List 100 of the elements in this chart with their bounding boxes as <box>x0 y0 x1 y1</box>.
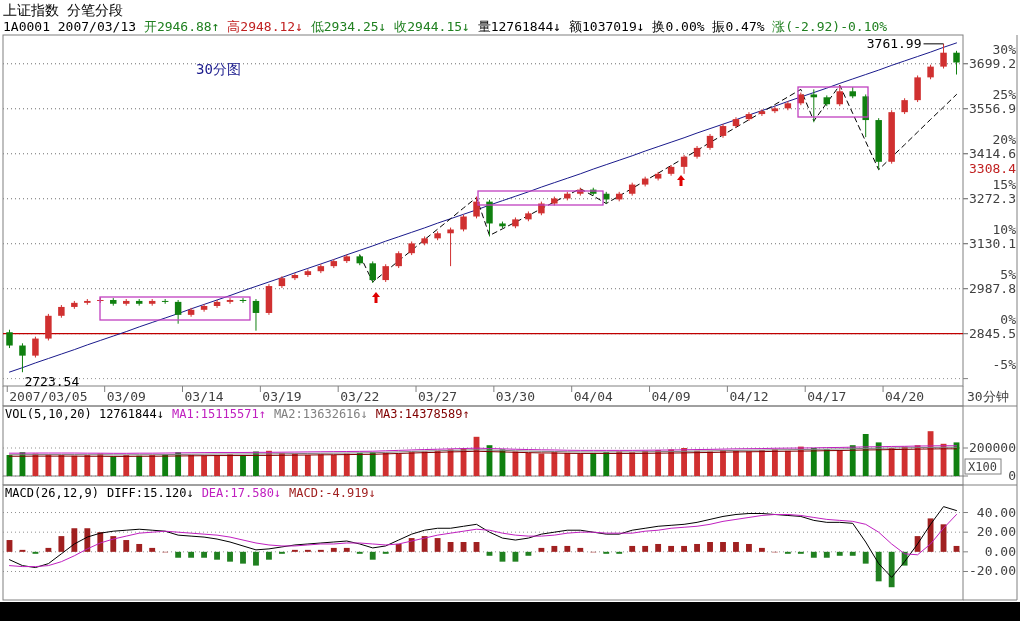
y-axis-title: X100 <box>968 460 997 474</box>
text: MA2:13632616↓ <box>273 407 368 421</box>
candlestick <box>953 50 960 76</box>
y-tick-label: 0 <box>1008 468 1016 483</box>
bar <box>875 551 882 582</box>
bar <box>694 450 700 476</box>
bar <box>564 452 571 476</box>
text: MACD:-4.919↓ <box>289 486 376 500</box>
x-tick-label: 04/17 <box>807 389 847 404</box>
bar <box>836 551 843 556</box>
bar <box>136 455 143 476</box>
y-tick-label: 2845.5 <box>969 325 1016 341</box>
y2-tick-label: 30% <box>992 41 1017 57</box>
bar <box>875 442 882 476</box>
bar <box>343 453 350 476</box>
bar <box>136 543 143 552</box>
bar <box>369 452 376 476</box>
bar <box>421 536 428 552</box>
bar <box>694 543 700 552</box>
bar <box>279 452 285 476</box>
bar <box>888 448 895 476</box>
bar <box>58 455 65 476</box>
candlestick <box>940 43 947 70</box>
bar <box>227 454 233 476</box>
bar <box>707 451 713 476</box>
bar <box>214 551 220 560</box>
candlestick <box>486 199 493 237</box>
bar <box>642 545 649 552</box>
candlestick <box>447 227 454 267</box>
bar <box>382 452 389 476</box>
bar <box>149 547 156 552</box>
bar <box>655 543 662 552</box>
bar <box>823 551 830 558</box>
bar <box>149 455 156 476</box>
x-tick-label: 03/09 <box>106 389 146 404</box>
bar <box>564 545 571 552</box>
y2-tick-label: 5% <box>1000 266 1017 282</box>
bar <box>123 540 130 552</box>
annotation: 30分图 <box>196 61 241 77</box>
bar <box>408 452 415 476</box>
bar <box>110 536 117 552</box>
bar <box>317 454 324 476</box>
bar <box>862 551 869 564</box>
bar <box>71 455 78 476</box>
bar <box>240 455 246 476</box>
bar <box>123 455 130 476</box>
y-tick-label: 2987.8 <box>969 280 1016 296</box>
bar <box>343 547 350 552</box>
y-tick-label: 3130.1 <box>969 235 1016 251</box>
candlestick <box>45 313 52 341</box>
bar <box>369 551 376 560</box>
bar <box>823 449 830 476</box>
bar <box>253 551 259 566</box>
x-tick-label: 2007/03/05 <box>9 389 88 404</box>
bar <box>395 543 402 552</box>
bar <box>668 545 675 552</box>
bar <box>240 551 246 564</box>
bar <box>707 542 713 552</box>
bar <box>577 453 584 476</box>
candlestick <box>836 84 843 107</box>
y-tick-label: 3556.9 <box>969 100 1016 116</box>
bar <box>188 551 195 558</box>
candlestick <box>32 336 39 359</box>
candlestick <box>200 303 208 313</box>
bar <box>590 452 597 476</box>
y-tick-label: 40.00 <box>976 504 1016 520</box>
text: DIFF:15.120↓ <box>106 486 194 500</box>
bar <box>214 455 220 476</box>
bar <box>304 455 311 476</box>
candlestick <box>252 298 260 332</box>
bar <box>266 551 272 560</box>
candlestick <box>771 105 779 114</box>
candlestick <box>226 297 234 305</box>
x-tick-label: 04/09 <box>651 389 691 404</box>
y-tick-label: 3414.6 <box>969 145 1016 161</box>
chart-title: VOL(5,10,20) 12761844↓ <box>5 407 164 421</box>
text: DEA:17.580↓ <box>201 486 282 500</box>
bar <box>759 450 765 476</box>
x-tick-label: 04/12 <box>729 389 769 404</box>
y-tick-label: 0.00 <box>984 543 1016 559</box>
y2-tick-label: 10% <box>992 221 1017 237</box>
bar <box>201 551 207 558</box>
y-tick-label: 3699.2 <box>969 55 1016 71</box>
y-tick-label: 3272.3 <box>969 190 1016 206</box>
bar <box>681 545 687 552</box>
x-axis-title: 30分钟 <box>967 389 1009 404</box>
text: MA1:15115571↑ <box>171 407 266 421</box>
bar <box>45 547 52 552</box>
y-tick-label: 20.00 <box>976 524 1016 540</box>
candlestick <box>6 329 13 349</box>
candlestick <box>473 196 480 219</box>
bar <box>538 547 545 552</box>
x-tick-label: 03/14 <box>184 389 224 404</box>
bar <box>771 449 778 476</box>
bar <box>175 551 182 558</box>
chart-title: MACD(26,12,9) <box>5 486 99 500</box>
x-tick-label: 03/19 <box>262 389 302 404</box>
text: MA3:14378589↑ <box>375 407 470 421</box>
candlestick <box>19 342 26 373</box>
bar <box>434 538 441 552</box>
